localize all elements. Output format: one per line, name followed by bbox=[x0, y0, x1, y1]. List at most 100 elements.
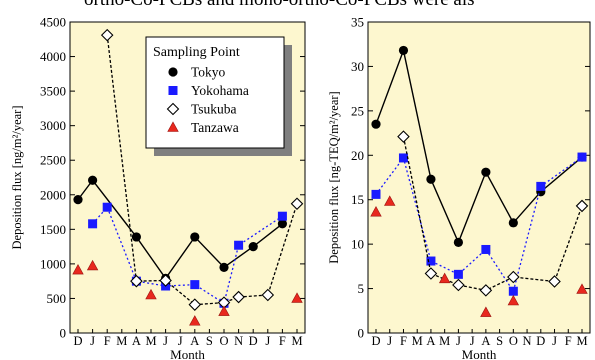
data-point-tsukuba bbox=[548, 275, 561, 288]
x-tick-label: J bbox=[387, 334, 392, 348]
y-tick-label: 1500 bbox=[40, 222, 66, 237]
data-point-tanzawa bbox=[384, 195, 396, 206]
data-point-tsukuba bbox=[397, 130, 410, 143]
data-point-tanzawa bbox=[480, 306, 492, 317]
x-tick-label: M bbox=[412, 334, 423, 348]
x-tick-label: D bbox=[536, 334, 545, 348]
x-tick-label: D bbox=[73, 334, 82, 348]
y-tick-label: 35 bbox=[351, 15, 364, 30]
data-point-tokyo bbox=[219, 262, 229, 272]
data-point-tanzawa bbox=[86, 259, 99, 271]
x-tick-label: A bbox=[426, 334, 435, 348]
x-tick-label: S bbox=[496, 334, 503, 348]
legend-marker-yokohama bbox=[168, 86, 178, 95]
data-point-tanzawa bbox=[291, 292, 303, 303]
legend-label-tanzawa: Tanzawa bbox=[191, 120, 239, 135]
y-tick-label: 30 bbox=[351, 59, 364, 74]
data-point-tsukuba bbox=[159, 274, 172, 287]
series-line-tokyo bbox=[375, 47, 583, 245]
y-axis-label: Deposition flux [ng-TEQ/m²/year] bbox=[327, 91, 341, 263]
data-point-tokyo bbox=[453, 237, 463, 247]
x-tick-label: J bbox=[163, 334, 168, 348]
data-point-tokyo bbox=[88, 175, 98, 185]
legend-title: Sampling Point bbox=[153, 45, 240, 60]
y-tick-label: 4500 bbox=[40, 15, 66, 30]
x-tick-label: F bbox=[279, 334, 286, 348]
data-point-tokyo bbox=[73, 195, 83, 205]
data-point-yokohama bbox=[426, 256, 436, 266]
data-point-tanzawa bbox=[189, 315, 201, 326]
y-axis-label: Deposition flux [ng/m²/year] bbox=[10, 106, 24, 250]
y-tick-label: 5 bbox=[358, 281, 365, 296]
x-axis-label: Month bbox=[462, 347, 497, 360]
y-tick-label: 10 bbox=[351, 237, 364, 252]
x-tick-label: J bbox=[552, 334, 557, 348]
data-point-yokohama bbox=[234, 240, 244, 250]
y-tick-label: 2000 bbox=[40, 187, 66, 202]
data-point-yokohama bbox=[398, 153, 408, 163]
data-point-yokohama bbox=[277, 211, 287, 221]
data-point-tsukuba bbox=[575, 199, 589, 213]
page-header-text: ortho-Co-PCBs and mono-ortho-Co-PCBs wer… bbox=[0, 0, 595, 16]
y-tick-label: 25 bbox=[351, 103, 364, 118]
data-point-tokyo bbox=[426, 174, 436, 184]
x-tick-label: F bbox=[104, 334, 111, 348]
x-axis-label: Month bbox=[170, 347, 205, 360]
data-point-tanzawa bbox=[370, 206, 382, 217]
x-tick-label: M bbox=[576, 334, 587, 348]
data-point-yokohama bbox=[536, 181, 546, 191]
series-line-yokohama bbox=[92, 205, 283, 305]
legend-marker-tokyo bbox=[168, 67, 178, 77]
x-tick-label: J bbox=[470, 334, 475, 348]
data-point-yokohama bbox=[577, 152, 587, 162]
data-point-tsukuba bbox=[232, 290, 245, 304]
data-point-tokyo bbox=[481, 167, 491, 177]
data-point-tokyo bbox=[131, 232, 141, 242]
x-tick-label: O bbox=[219, 334, 228, 348]
x-tick-label: F bbox=[400, 334, 407, 348]
x-tick-label: M bbox=[439, 334, 450, 348]
data-point-tsukuba bbox=[452, 278, 465, 292]
y-tick-label: 500 bbox=[47, 291, 67, 306]
data-point-tokyo bbox=[277, 219, 287, 229]
data-point-tokyo bbox=[371, 119, 381, 129]
y-tick-label: 15 bbox=[351, 192, 364, 207]
data-point-yokohama bbox=[88, 219, 98, 229]
data-point-tsukuba bbox=[100, 28, 114, 42]
x-tick-label: N bbox=[234, 334, 243, 348]
x-tick-label: F bbox=[565, 334, 572, 348]
data-point-tsukuba bbox=[479, 284, 493, 297]
x-tick-label: M bbox=[116, 334, 127, 348]
y-tick-label: 0 bbox=[60, 326, 67, 341]
x-tick-label: S bbox=[206, 334, 213, 348]
y-tick-label: 20 bbox=[351, 148, 364, 163]
x-tick-label: A bbox=[481, 334, 490, 348]
data-point-tsukuba bbox=[130, 274, 143, 288]
x-tick-label: J bbox=[265, 334, 270, 348]
data-point-tokyo bbox=[190, 232, 200, 242]
data-point-yokohama bbox=[190, 280, 200, 290]
y-tick-label: 3500 bbox=[40, 84, 66, 99]
series-line-yokohama bbox=[375, 156, 583, 293]
x-tick-label: D bbox=[371, 334, 380, 348]
data-point-tanzawa bbox=[576, 283, 588, 294]
data-point-tsukuba bbox=[424, 267, 438, 280]
data-point-tsukuba bbox=[188, 298, 202, 311]
data-point-tokyo bbox=[508, 218, 518, 228]
x-tick-label: J bbox=[90, 334, 95, 348]
legend-label-tsukuba: Tsukuba bbox=[191, 102, 237, 117]
data-point-yokohama bbox=[371, 189, 381, 199]
legend: Sampling Point Tokyo Yokohama Tsukuba Tanzaw… bbox=[145, 36, 292, 156]
x-tick-label: M bbox=[145, 334, 156, 348]
x-tick-label: J bbox=[456, 334, 461, 348]
y-tick-label: 1000 bbox=[40, 256, 66, 271]
legend-marker-tanzawa bbox=[167, 121, 179, 132]
data-point-tanzawa bbox=[145, 288, 157, 300]
series-line-tokyo bbox=[77, 179, 283, 280]
x-tick-label: O bbox=[509, 334, 518, 348]
x-tick-label: N bbox=[523, 334, 532, 348]
x-tick-label: A bbox=[190, 334, 199, 348]
data-point-tokyo bbox=[248, 242, 258, 252]
